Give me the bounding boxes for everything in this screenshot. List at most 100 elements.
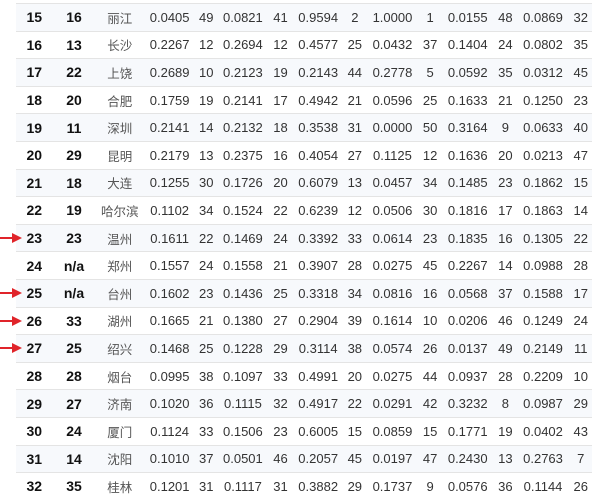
rank-1-cell: 31 [195, 472, 218, 500]
rank-2-cell: 31 [268, 472, 293, 500]
rank-cell: 32 [16, 472, 53, 500]
rank-cell: 31 [16, 444, 53, 473]
prev-rank-cell: 18 [52, 168, 96, 197]
score-2-cell: 0.2141 [217, 85, 269, 114]
score-1-cell: 0.2179 [144, 140, 196, 170]
score-2-cell: 0.1380 [217, 306, 269, 335]
score-3-cell: 0.4991 [292, 361, 344, 390]
score-2-cell: 0.0501 [217, 444, 269, 473]
score-4-cell: 0.0859 [366, 416, 419, 445]
prev-rank-cell: 11 [52, 113, 96, 142]
rank-3-cell: 34 [343, 278, 366, 308]
city-cell: 绍兴 [95, 334, 145, 363]
score-1-cell: 0.1020 [144, 389, 196, 418]
rank-3-cell: 45 [343, 444, 366, 473]
score-6-cell: 0.1144 [516, 472, 570, 500]
score-6-cell: 0.1588 [516, 278, 570, 308]
score-2-cell: 0.1228 [217, 334, 269, 363]
rank-6-cell: 29 [569, 389, 592, 418]
table-row: 32 35 桂林 0.1201 31 0.1117 31 0.3882 29 0.1737 9 0.0… [16, 472, 592, 500]
table-row: 19 11 深圳 0.2141 14 0.2132 18 0.3538 31 0.0000 50 0.… [16, 113, 592, 142]
table-row: 27 25 绍兴 0.1468 25 0.1228 29 0.3114 38 0.0574 26 0.… [16, 334, 592, 363]
rank-3-cell: 22 [343, 389, 366, 418]
score-3-cell: 0.3882 [292, 472, 344, 500]
rank-2-cell: 24 [268, 223, 293, 252]
score-6-cell: 0.0869 [516, 3, 570, 32]
ranking-table: 15 16 丽江 0.0405 49 0.0821 41 0.9594 2 1.0000 1 0.01… [16, 3, 592, 500]
score-5-cell: 0.1636 [441, 140, 495, 170]
score-3-cell: 0.2143 [292, 58, 344, 87]
rank-3-cell: 21 [343, 85, 366, 114]
rank-4-cell: 16 [418, 278, 442, 308]
rank-4-cell: 47 [418, 444, 442, 473]
score-6-cell: 0.0312 [516, 58, 570, 87]
rank-2-cell: 22 [268, 196, 293, 225]
rank-6-cell: 14 [569, 196, 592, 225]
rank-4-cell: 45 [418, 251, 442, 280]
prev-rank-cell: 28 [52, 361, 96, 390]
table-row: 29 27 济南 0.1020 36 0.1115 32 0.4917 22 0.0291 42 0.… [16, 389, 592, 418]
rank-5-cell: 23 [494, 168, 517, 197]
rank-5-cell: 48 [494, 3, 517, 32]
prev-rank-cell: n/a [52, 278, 96, 308]
score-6-cell: 0.1863 [516, 196, 570, 225]
rank-cell: 28 [16, 361, 53, 390]
score-2-cell: 0.1726 [217, 168, 269, 197]
rank-2-cell: 17 [268, 85, 293, 114]
rank-2-cell: 32 [268, 389, 293, 418]
score-1-cell: 0.0405 [144, 3, 196, 32]
score-2-cell: 0.1524 [217, 196, 269, 225]
rank-5-cell: 9 [494, 113, 517, 142]
score-3-cell: 0.6079 [292, 168, 344, 197]
score-2-cell: 0.2123 [217, 58, 269, 87]
score-4-cell: 0.0432 [366, 30, 419, 59]
score-3-cell: 0.3392 [292, 223, 344, 252]
rank-4-cell: 10 [418, 306, 442, 335]
city-cell: 厦门 [95, 416, 145, 445]
score-4-cell: 0.2778 [366, 58, 419, 87]
score-1-cell: 0.1201 [144, 472, 196, 500]
city-cell: 济南 [95, 389, 145, 418]
score-6-cell: 0.1249 [516, 306, 570, 335]
score-6-cell: 0.0633 [516, 113, 570, 142]
score-5-cell: 0.1771 [441, 416, 495, 445]
city-cell: 沈阳 [95, 444, 145, 473]
rank-2-cell: 18 [268, 113, 293, 142]
rank-2-cell: 46 [268, 444, 293, 473]
table-row: 28 28 烟台 0.0995 38 0.1097 33 0.4991 20 0.0275 44 0.… [16, 361, 592, 390]
rank-cell: 17 [16, 58, 53, 87]
city-cell: 桂林 [95, 472, 145, 500]
rank-2-cell: 33 [268, 361, 293, 390]
score-5-cell: 0.1835 [441, 223, 495, 252]
rank-6-cell: 10 [569, 361, 592, 390]
rank-1-cell: 34 [195, 196, 218, 225]
rank-4-cell: 15 [418, 416, 442, 445]
rank-cell: 19 [16, 113, 53, 142]
rank-1-cell: 14 [195, 113, 218, 142]
score-5-cell: 0.1816 [441, 196, 495, 225]
rank-1-cell: 23 [195, 278, 218, 308]
rank-4-cell: 42 [418, 389, 442, 418]
table-row: 31 14 沈阳 0.1010 37 0.0501 46 0.2057 45 0.0197 47 0.… [16, 444, 592, 473]
table-row: 23 23 温州 0.1611 22 0.1469 24 0.3392 33 0.0614 23 0.… [16, 223, 592, 252]
score-2-cell: 0.1506 [217, 416, 269, 445]
rank-3-cell: 29 [343, 472, 366, 500]
rank-5-cell: 46 [494, 306, 517, 335]
rank-cell: 23 [16, 223, 53, 252]
score-2-cell: 0.1097 [217, 361, 269, 390]
city-cell: 哈尔滨 [95, 196, 145, 225]
score-3-cell: 0.4942 [292, 85, 344, 114]
city-cell: 郑州 [95, 251, 145, 280]
rank-6-cell: 35 [569, 30, 592, 59]
rank-3-cell: 25 [343, 30, 366, 59]
rank-6-cell: 11 [569, 334, 592, 363]
rank-2-cell: 27 [268, 306, 293, 335]
table-row: 16 13 长沙 0.2267 12 0.2694 12 0.4577 25 0.0432 37 0.… [16, 30, 592, 59]
score-4-cell: 0.0816 [366, 278, 419, 308]
rank-cell: 25 [16, 278, 53, 308]
rank-3-cell: 27 [343, 140, 366, 170]
score-2-cell: 0.1469 [217, 223, 269, 252]
score-5-cell: 0.1633 [441, 85, 495, 114]
rank-4-cell: 37 [418, 30, 442, 59]
city-cell: 上饶 [95, 58, 145, 87]
